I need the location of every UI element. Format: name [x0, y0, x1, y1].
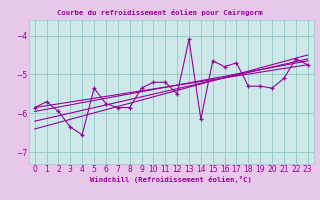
X-axis label: Windchill (Refroidissement éolien,°C): Windchill (Refroidissement éolien,°C) — [90, 176, 252, 183]
Text: Courbe du refroidissement éolien pour Cairngorm: Courbe du refroidissement éolien pour Ca… — [57, 9, 263, 16]
